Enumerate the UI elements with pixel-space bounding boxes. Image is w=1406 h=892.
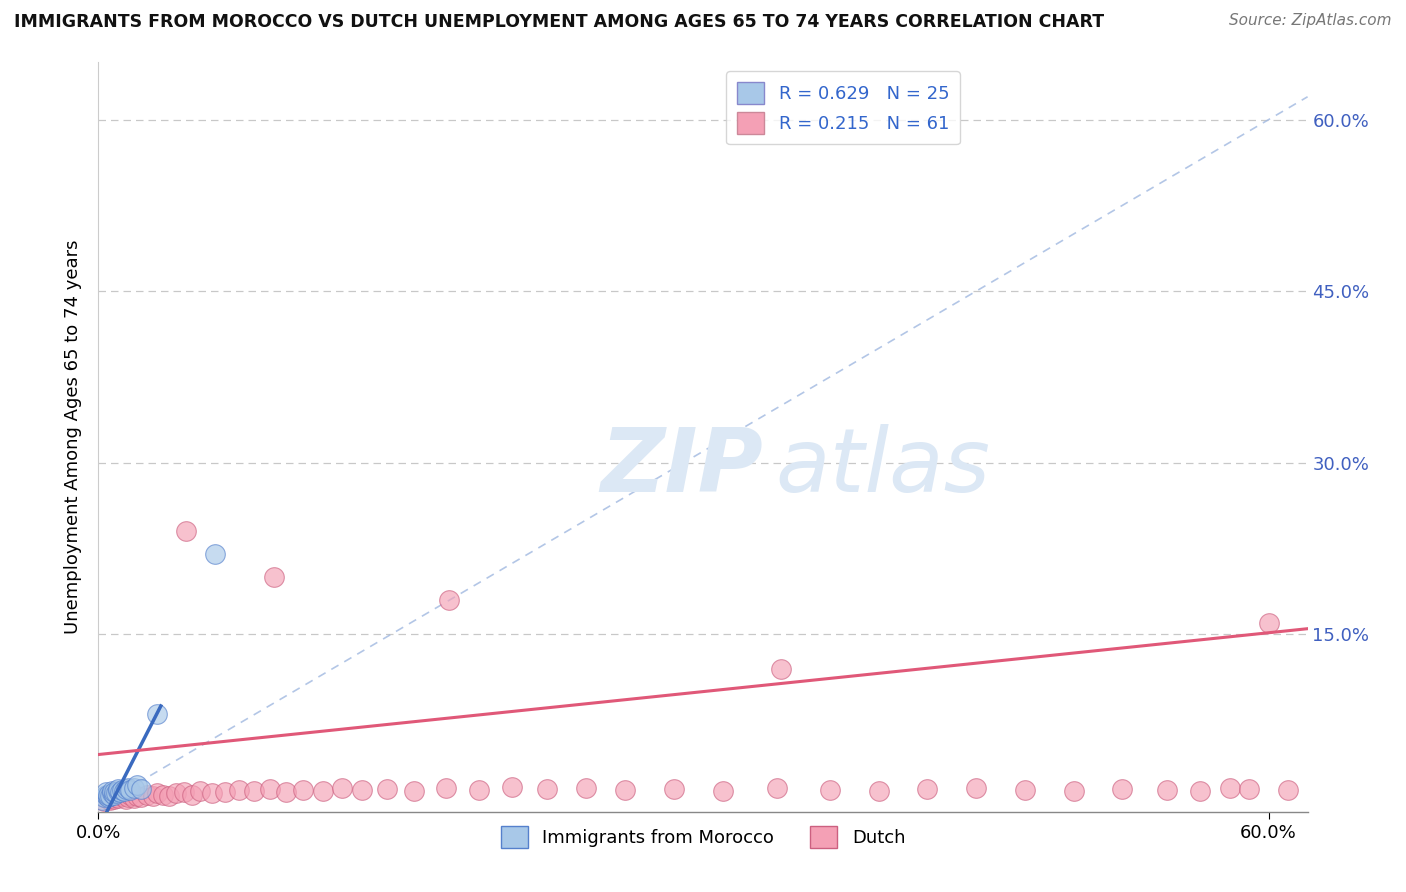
Point <box>228 783 250 797</box>
Point <box>117 780 139 795</box>
Point <box>1237 781 1260 796</box>
Point <box>662 781 685 796</box>
Point <box>122 791 145 805</box>
Point <box>1063 784 1085 798</box>
Point <box>200 786 222 800</box>
Point <box>575 780 598 795</box>
Point <box>104 789 127 804</box>
Point <box>108 785 131 799</box>
Point <box>103 788 125 802</box>
Point <box>1014 783 1036 797</box>
Point <box>142 789 165 803</box>
Point <box>136 788 159 802</box>
Point <box>96 788 118 802</box>
Point <box>868 784 890 798</box>
Text: Source: ZipAtlas.com: Source: ZipAtlas.com <box>1229 13 1392 29</box>
Point <box>214 785 236 799</box>
Point <box>404 784 426 798</box>
Point <box>131 781 153 796</box>
Point <box>107 781 129 796</box>
Point <box>769 662 792 676</box>
Point <box>243 784 266 798</box>
Point <box>1111 781 1133 796</box>
Point <box>103 792 125 806</box>
Point <box>350 783 373 797</box>
Point <box>112 784 135 798</box>
Point <box>501 780 523 794</box>
Point <box>93 794 115 808</box>
Point <box>312 784 335 798</box>
Point <box>107 791 129 805</box>
Point <box>146 707 169 722</box>
Point <box>117 789 139 804</box>
Point <box>181 788 204 802</box>
Point <box>157 789 180 803</box>
Point <box>114 781 136 796</box>
Point <box>292 783 315 797</box>
Point <box>434 780 457 795</box>
Point <box>274 785 297 799</box>
Point <box>965 780 987 795</box>
Point <box>122 780 145 795</box>
Point <box>114 792 136 806</box>
Point <box>101 786 124 800</box>
Point <box>173 785 195 799</box>
Text: IMMIGRANTS FROM MOROCCO VS DUTCH UNEMPLOYMENT AMONG AGES 65 TO 74 YEARS CORRELAT: IMMIGRANTS FROM MOROCCO VS DUTCH UNEMPLO… <box>14 13 1104 31</box>
Point <box>1277 783 1299 797</box>
Point <box>536 781 558 796</box>
Point <box>131 789 153 804</box>
Point <box>204 547 226 561</box>
Point <box>127 789 149 803</box>
Point <box>97 788 120 802</box>
Point <box>1189 784 1212 798</box>
Point <box>98 793 121 807</box>
Point <box>188 784 211 798</box>
Point <box>152 788 174 802</box>
Point <box>165 786 187 800</box>
Point <box>91 793 114 807</box>
Point <box>174 524 197 539</box>
Text: atlas: atlas <box>776 424 990 510</box>
Point <box>111 789 134 803</box>
Point <box>146 786 169 800</box>
Point <box>111 783 134 797</box>
Point <box>1257 615 1279 630</box>
Point <box>103 785 125 799</box>
Point <box>467 783 489 797</box>
Point <box>118 788 141 802</box>
Point <box>917 781 939 796</box>
Point <box>98 789 121 803</box>
Point <box>818 783 841 797</box>
Legend: Immigrants from Morocco, Dutch: Immigrants from Morocco, Dutch <box>494 819 912 855</box>
Point <box>375 781 398 796</box>
Point <box>439 593 461 607</box>
Point <box>97 792 120 806</box>
Point <box>118 783 141 797</box>
Point <box>93 789 115 804</box>
Point <box>107 784 129 798</box>
Point <box>96 785 118 799</box>
Y-axis label: Unemployment Among Ages 65 to 74 years: Unemployment Among Ages 65 to 74 years <box>63 240 82 634</box>
Point <box>1156 783 1178 797</box>
Point <box>259 781 281 796</box>
Point <box>766 780 789 795</box>
Point <box>97 789 120 804</box>
Point <box>104 786 127 800</box>
Point <box>101 784 124 798</box>
Point <box>614 783 637 797</box>
Point <box>330 780 353 795</box>
Point <box>263 570 285 584</box>
Text: ZIP: ZIP <box>600 424 763 510</box>
Point <box>1219 780 1241 795</box>
Point <box>101 791 124 805</box>
Point <box>127 779 149 793</box>
Point <box>711 784 734 798</box>
